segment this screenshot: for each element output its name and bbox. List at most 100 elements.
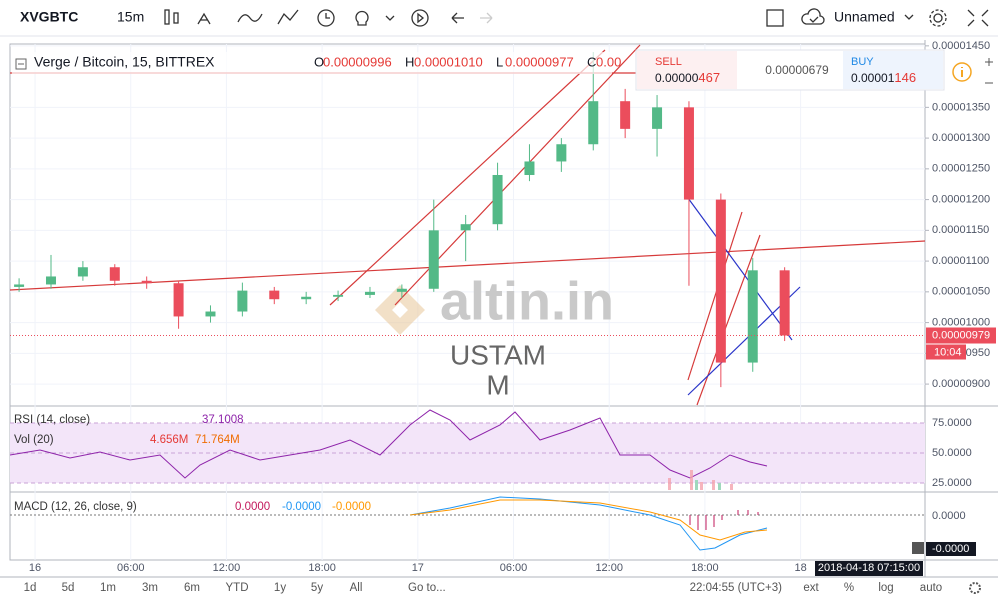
ohlc-value: 0.00000977 xyxy=(505,54,574,69)
range-button[interactable]: 5d xyxy=(62,582,75,594)
ohlc-key: H xyxy=(405,54,414,69)
candle-body xyxy=(683,107,694,200)
range-button[interactable]: 6m xyxy=(184,582,200,594)
range-button[interactable]: 5y xyxy=(311,582,323,594)
chart-title: Verge / Bitcoin, 15, BITTREX xyxy=(34,54,215,70)
macd-axis-tag xyxy=(926,542,976,556)
crosshair-date-tag xyxy=(815,561,923,576)
rsi-tick-label: 50.0000 xyxy=(932,447,972,459)
y-tick-label: 0.00001350 xyxy=(932,101,990,113)
zoom-buttons[interactable] xyxy=(985,58,993,84)
candle-body xyxy=(205,311,216,317)
y-tick-label: 0.00001450 xyxy=(932,40,990,52)
candle-body xyxy=(524,161,535,175)
candle-body xyxy=(747,270,758,363)
y-tick-label: 0.00001300 xyxy=(932,132,990,144)
x-tick-label: 18:00 xyxy=(308,562,336,574)
watermark-line: USTAM xyxy=(450,339,546,370)
last-price-tag xyxy=(926,327,996,344)
candle-body xyxy=(141,280,152,284)
x-tick-label: 12:00 xyxy=(595,562,623,574)
y-tick-label: 0.00001150 xyxy=(932,224,989,236)
watermark xyxy=(375,285,425,335)
volume-bars xyxy=(668,470,733,490)
buy-label: BUY xyxy=(851,56,874,68)
buy-price-main: 0.00001 xyxy=(851,71,895,85)
ohlc-key: L xyxy=(496,54,503,69)
macd-axis-label: 0.0000 xyxy=(932,510,966,522)
rsi-tick-label: 25.0000 xyxy=(932,477,972,489)
buy-price: 0.00001146 xyxy=(851,70,916,85)
candle-body xyxy=(715,199,726,363)
range-button[interactable]: 1d xyxy=(24,582,37,594)
volume-bars-up xyxy=(695,480,721,490)
ohlc-value: 0.00001010 xyxy=(414,54,483,69)
scale-option[interactable]: % xyxy=(844,582,854,594)
countdown-tag xyxy=(926,344,966,360)
collapse-icon[interactable] xyxy=(15,58,27,70)
ohlc-key: C xyxy=(587,54,596,69)
x-tick-label: 18:00 xyxy=(691,562,719,574)
x-tick-label: 06:00 xyxy=(500,562,528,574)
macd-label: MACD (12, 26, close, 9) xyxy=(14,501,137,513)
candle-body xyxy=(588,101,599,145)
vol-value: 4.656M xyxy=(150,434,188,446)
rsi-label: RSI (14, close) xyxy=(14,414,90,426)
sell-button[interactable] xyxy=(637,51,737,89)
y-tick-label: 0.00001000 xyxy=(932,316,990,328)
toolbar xyxy=(0,0,998,36)
x-tick-label: 12:00 xyxy=(213,562,241,574)
rsi-line xyxy=(9,409,768,479)
vol-ma-value: 71.764M xyxy=(195,434,240,446)
candle-body xyxy=(173,283,184,317)
y-tick-label: 0.00001200 xyxy=(932,193,990,205)
range-button[interactable]: YTD xyxy=(226,582,249,594)
range-button[interactable]: 3m xyxy=(142,582,158,594)
rsi-tick-label: 75.0000 xyxy=(932,417,972,429)
candle-body xyxy=(556,144,567,162)
goto[interactable]: Go to... xyxy=(408,582,446,594)
signal-line xyxy=(409,499,768,541)
layout-name[interactable]: Unnamed xyxy=(834,9,895,25)
sell-price: 0.00000467 xyxy=(655,70,720,85)
symbol[interactable]: XVGBTC xyxy=(20,9,78,25)
range-button[interactable]: 1y xyxy=(274,582,286,594)
candle-body xyxy=(14,284,25,287)
clock: 22:04:55 (UTC+3) xyxy=(690,582,783,594)
scale-option[interactable]: auto xyxy=(920,582,942,594)
x-tick-label: 18 xyxy=(794,562,806,574)
macd-histogram xyxy=(689,510,759,530)
interval[interactable]: 15m xyxy=(117,9,144,25)
time-axis: 16 06:00 12:00 18:00 17 06:00 12:00 18:00 18 xyxy=(29,562,807,574)
candle-body xyxy=(364,291,375,295)
candle-body xyxy=(779,270,790,336)
y-tick-label: 0.00001250 xyxy=(932,163,990,175)
range-button[interactable]: 1m xyxy=(100,582,116,594)
y-tick-label: 0.00000900 xyxy=(932,378,990,390)
buy-button[interactable] xyxy=(843,51,943,89)
candle-body xyxy=(620,101,631,129)
ohlc-value: 0.00 xyxy=(596,54,621,69)
sell-label: SELL xyxy=(655,56,682,68)
toolbar-icons[interactable] xyxy=(164,8,989,27)
candle-body xyxy=(396,288,407,292)
macd-axis-tag-text: -0.0000 xyxy=(932,543,969,555)
range-button[interactable]: All xyxy=(350,582,363,594)
add-button[interactable] xyxy=(912,542,924,554)
scale-option[interactable]: log xyxy=(878,582,893,594)
candle-body xyxy=(492,174,503,225)
pane-frames xyxy=(0,40,998,578)
rsi-value: 37.1008 xyxy=(202,414,244,426)
watermark-brand: altin.in xyxy=(440,271,614,331)
scale-option[interactable]: ext xyxy=(803,582,819,594)
candle-body xyxy=(77,267,88,277)
ohlc-legend: O0.00000996 H 0.00001010 L 0.00000977 C 0.00 xyxy=(314,54,621,69)
info-icon[interactable] xyxy=(952,62,972,82)
rsi-pane xyxy=(10,422,925,484)
settings-icon[interactable] xyxy=(969,582,981,594)
candles xyxy=(14,51,790,388)
countdown: 10:04 xyxy=(934,346,962,358)
candle-body xyxy=(333,294,344,297)
candle-body xyxy=(301,296,312,300)
x-tick-label: 06:00 xyxy=(117,562,145,574)
